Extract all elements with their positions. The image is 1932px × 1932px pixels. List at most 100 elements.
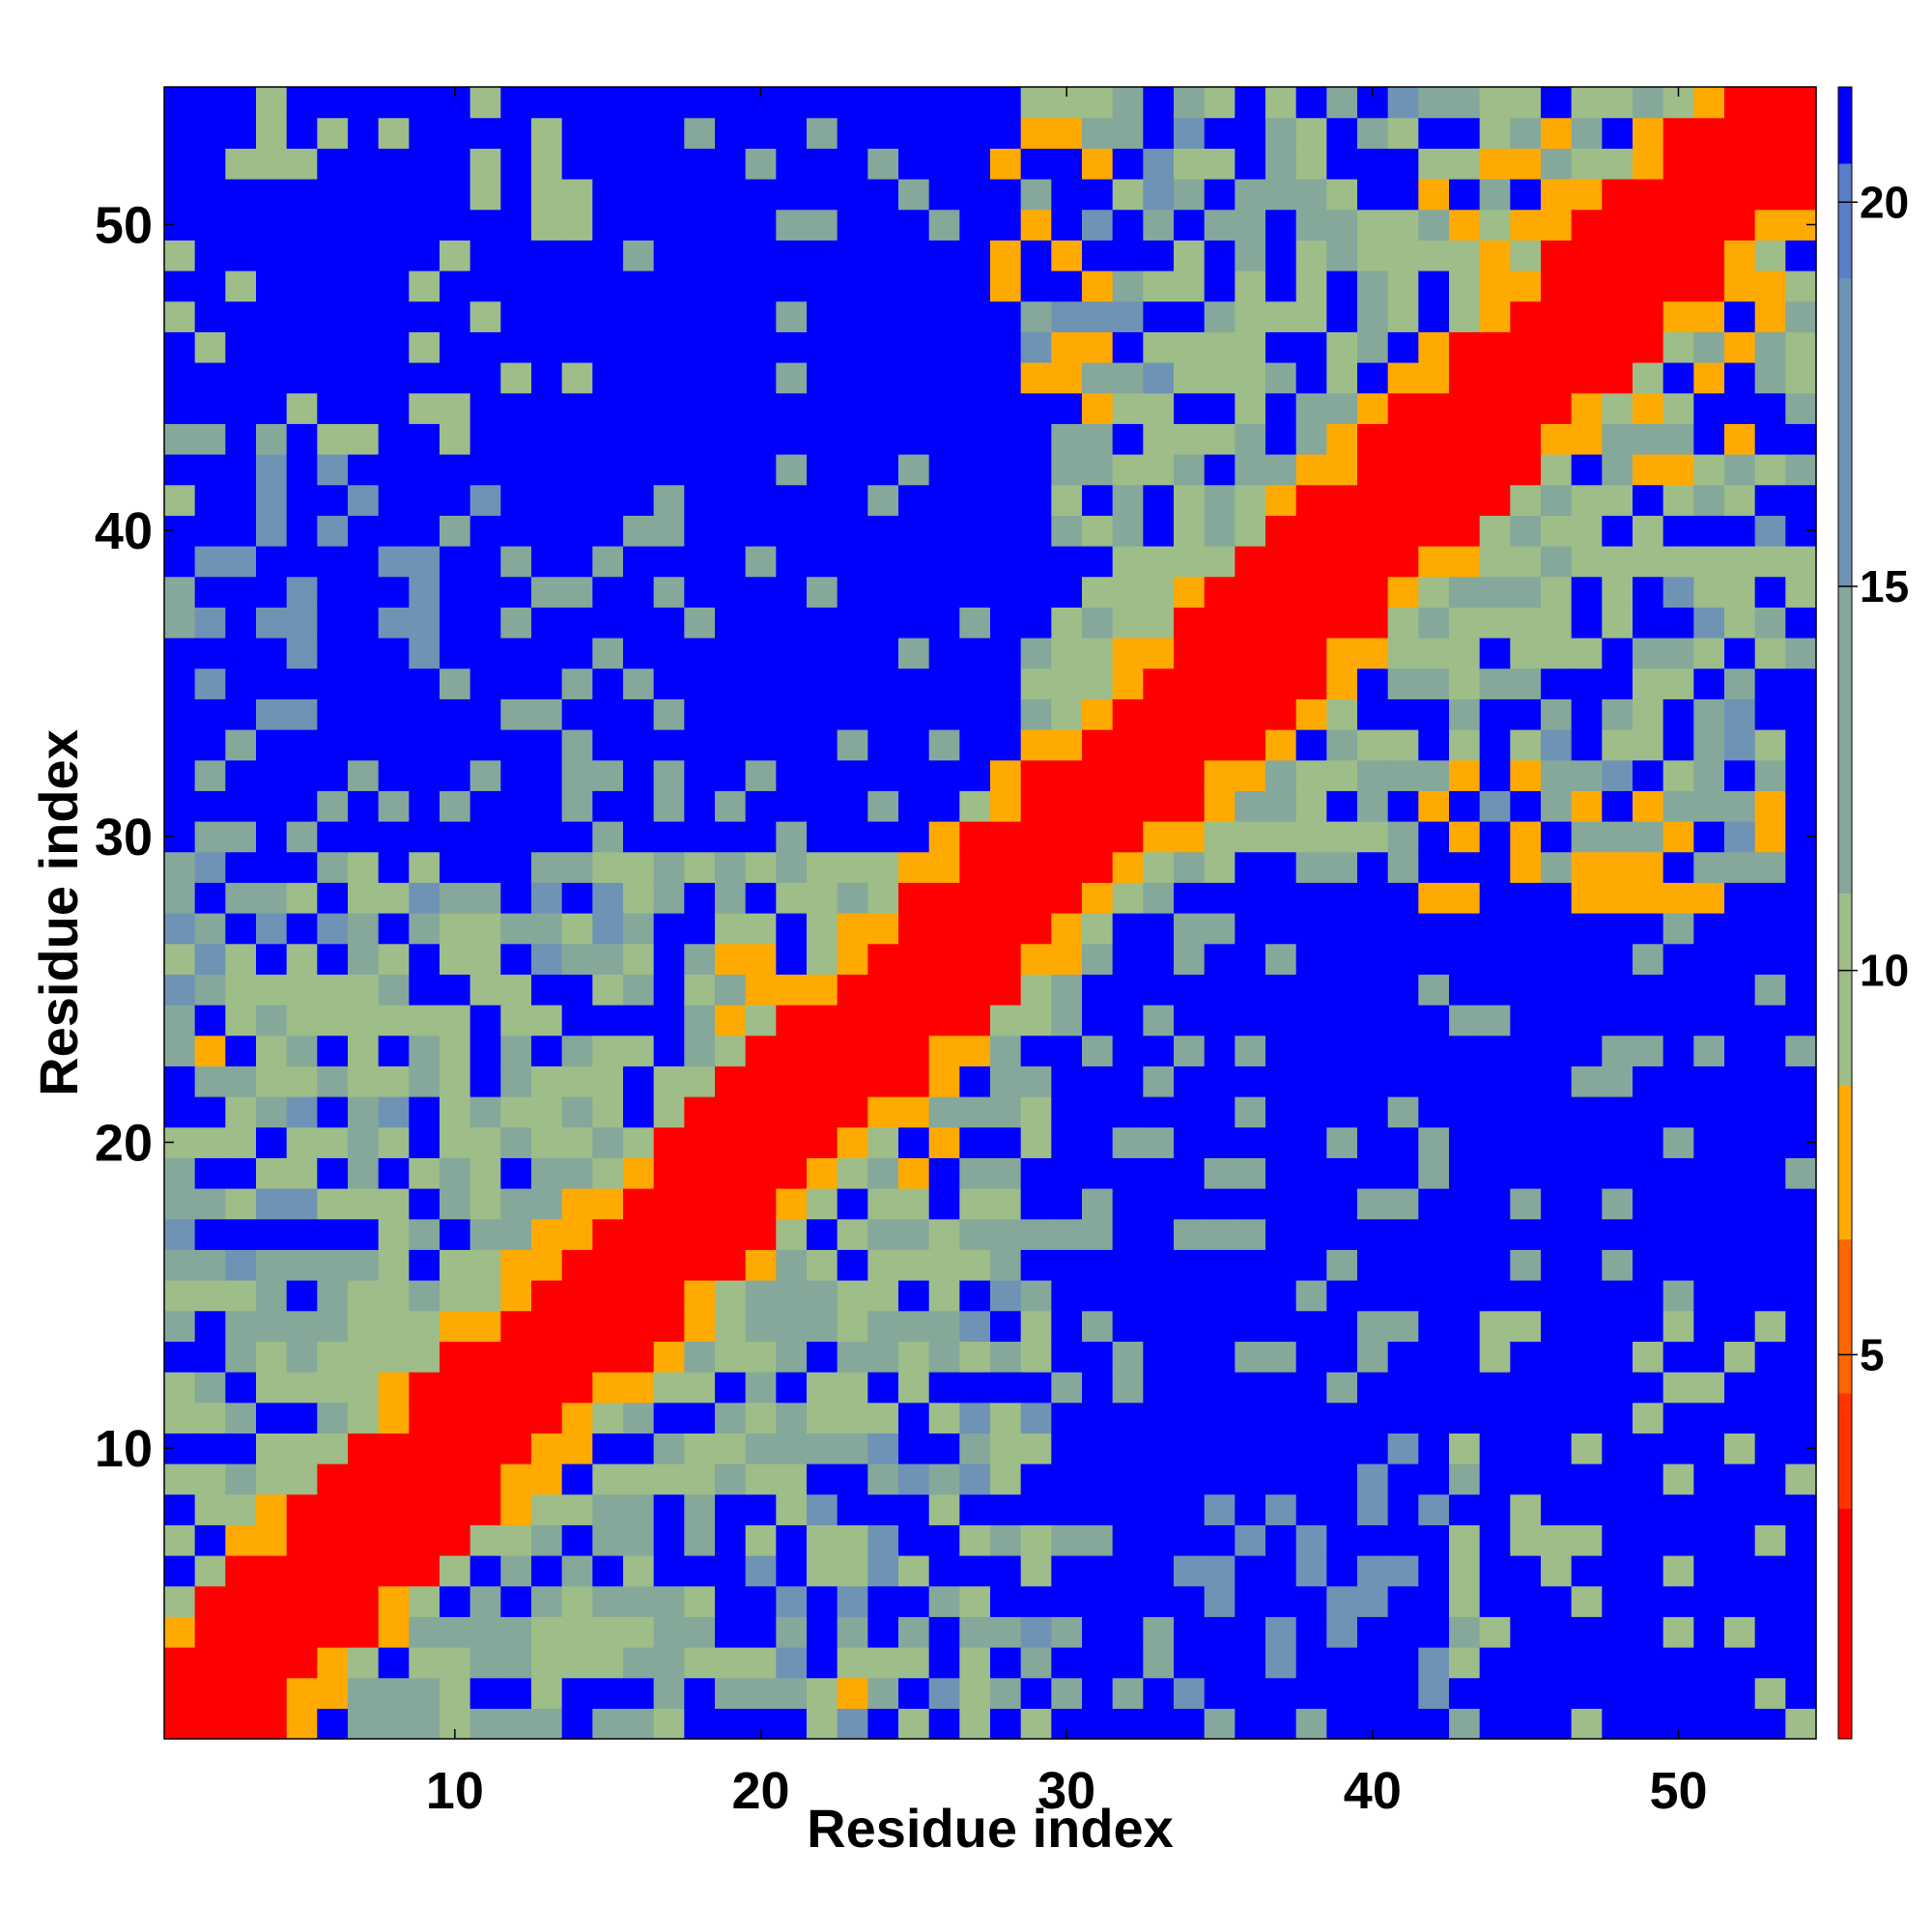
heatmap-cell [1112,1616,1144,1648]
heatmap-cell [256,1341,288,1373]
heatmap-cell [561,1188,593,1220]
heatmap-cell [1265,484,1297,516]
heatmap-cell [440,943,471,975]
heatmap-cell [1479,668,1511,699]
heatmap-cell [256,179,288,211]
heatmap-cell [990,1310,1022,1342]
heatmap-cell [1633,1372,1664,1404]
heatmap-cell [1326,1616,1358,1648]
heatmap-cell [1174,331,1206,363]
heatmap-cell [1602,1493,1634,1525]
heatmap-cell [1174,1524,1206,1556]
heatmap-cell [653,1616,685,1648]
heatmap-cell [1265,638,1297,669]
heatmap-cell [990,1096,1022,1128]
heatmap-cell [1174,1126,1206,1158]
heatmap-cell [807,698,838,730]
heatmap-cell [898,331,930,363]
heatmap-cell [1633,821,1664,853]
heatmap-cell [194,851,226,883]
heatmap-cell [1174,1096,1206,1128]
heatmap-cell [1724,882,1756,914]
heatmap-cell [1357,638,1389,669]
heatmap-cell [378,515,410,547]
heatmap-cell [1541,698,1573,730]
heatmap-cell [1449,698,1481,730]
heatmap-cell [1295,148,1327,180]
heatmap-cell [653,576,685,608]
heatmap-cell [1051,484,1083,516]
heatmap-cell [1541,179,1573,211]
heatmap-cell [653,1402,685,1434]
heatmap-cell [1174,392,1206,424]
heatmap-cell [1479,1005,1511,1037]
heatmap-cell [623,1249,655,1281]
heatmap-cell [776,1126,808,1158]
heatmap-cell [867,821,899,853]
heatmap-cell [1724,209,1756,241]
heatmap-cell [194,1708,226,1740]
heatmap-cell [1295,607,1327,639]
heatmap-cell [1479,1616,1511,1648]
heatmap-cell [317,821,349,853]
heatmap-cell [225,1188,257,1220]
heatmap-cell [1541,790,1573,822]
heatmap-cell [1020,392,1052,424]
y-axis-title: Residue index [28,729,89,1096]
heatmap-cell [1449,362,1481,394]
heatmap-cell [1295,1188,1327,1220]
heatmap-cell [164,974,196,1006]
heatmap-cell [1082,270,1114,302]
heatmap-cell [1633,423,1664,455]
heatmap-cell [378,423,410,455]
heatmap-cell [500,546,532,578]
heatmap-cell [928,882,960,914]
heatmap-cell [256,1035,288,1066]
heatmap-cell [1235,729,1266,761]
heatmap-cell [928,300,960,332]
heatmap-cell [1143,331,1175,363]
heatmap-cell [1295,1433,1327,1464]
heatmap-cell [653,1493,685,1525]
heatmap-cell [837,270,868,302]
heatmap-cell [959,1708,991,1740]
heatmap-cell [1326,546,1358,578]
heatmap-cell [745,1310,777,1342]
heatmap-cell [623,607,655,639]
heatmap-cell [684,1555,716,1587]
heatmap-cell [256,1005,288,1037]
heatmap-cell [440,484,471,516]
heatmap-cell [1633,454,1664,486]
heatmap-cell [807,484,838,516]
plot-frame [163,86,1817,1740]
heatmap-cell [1020,484,1052,516]
heatmap-cell [164,759,196,791]
heatmap-cell [592,974,624,1006]
heatmap-cell [1662,1126,1694,1158]
heatmap-cell [684,87,716,119]
heatmap-cell [1112,484,1144,516]
heatmap-cell [348,1341,380,1373]
heatmap-cell [1204,1493,1236,1525]
heatmap-cell [1418,148,1450,180]
heatmap-cell [1295,1647,1327,1679]
heatmap-cell [928,179,960,211]
heatmap-cell [1571,790,1603,822]
heatmap-cell [1510,1585,1542,1617]
heatmap-cell [1479,698,1511,730]
heatmap-cell [1265,882,1297,914]
heatmap-cell [592,1708,624,1740]
heatmap-cell [469,117,501,149]
heatmap-cell [531,117,563,149]
heatmap-cell [1602,331,1634,363]
heatmap-cell [348,1035,380,1066]
heatmap-cell [256,1524,288,1556]
heatmap-cell [592,240,624,271]
heatmap-cell [225,300,257,332]
heatmap-cell [194,515,226,547]
heatmap-cell [1265,1280,1297,1312]
heatmap-cell [1785,300,1817,332]
heatmap-cell [1143,668,1175,699]
heatmap-cell [1754,546,1786,578]
heatmap-cell [348,913,380,945]
